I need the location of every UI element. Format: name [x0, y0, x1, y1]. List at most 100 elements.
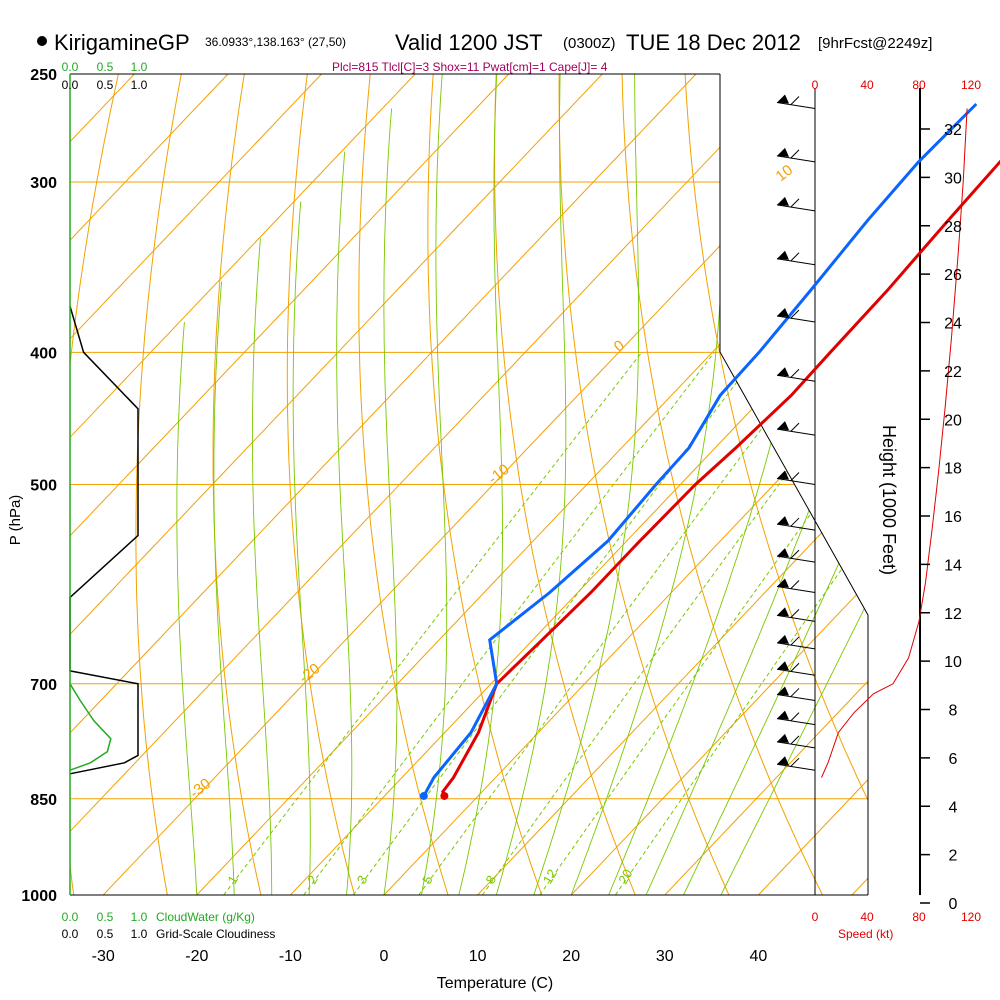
temperature-surface-point	[440, 791, 449, 800]
wind-barb-flag	[777, 196, 789, 206]
moist-adiabat-line	[720, 74, 868, 895]
wind-barb-flag	[777, 94, 789, 104]
cloudiness-tick-label: 0.0	[62, 78, 79, 92]
dewpoint-surface-point	[419, 791, 428, 800]
isotherm-line	[70, 74, 229, 895]
mixing-ratio-label: 20	[615, 867, 635, 887]
dry-adiabat-line	[212, 74, 262, 895]
wind-barb-flag	[777, 548, 789, 558]
wind-barb-icon	[776, 733, 816, 749]
wind-barb-flag	[777, 710, 789, 720]
height-tick-label: 0	[949, 896, 958, 913]
wind-barb-feather	[790, 636, 800, 646]
moist-adiabat-line	[570, 74, 724, 895]
cloudwater-tick-label: 0.5	[97, 60, 114, 74]
height-tick-label: 26	[944, 267, 962, 284]
wind-barb-shaft	[776, 585, 816, 593]
x-tick-label: -20	[185, 948, 208, 965]
wind-barb-icon	[776, 94, 816, 110]
pressure-tick-label: 300	[30, 175, 57, 192]
wind-barb-feather	[790, 662, 800, 672]
wind-barb-shaft	[776, 668, 816, 676]
wind-speed-tick-label: 120	[961, 78, 981, 92]
wind-barb-icon	[776, 367, 816, 382]
height-tick-label: 28	[944, 219, 962, 236]
wind-barb-icon	[776, 250, 816, 266]
dry-adiabat-line	[358, 74, 449, 895]
wind-barb-feather	[790, 517, 800, 527]
wind-barb-icon	[776, 147, 816, 163]
isotherm-label: 10	[773, 161, 797, 185]
mixing-ratio-line	[539, 352, 868, 895]
wind-barb-feather	[790, 252, 800, 262]
cloudiness-tick-label: 0.5	[97, 927, 114, 941]
cloud-profiles	[69, 74, 139, 895]
mixing-ratio-line	[303, 351, 715, 895]
pressure-tick-label: 250	[30, 67, 57, 84]
wind-barb-shaft	[776, 555, 816, 563]
wind-barb-flag	[777, 367, 789, 377]
pressure-tick-label: 400	[30, 345, 57, 362]
height-tick-label: 12	[944, 606, 962, 623]
wind-barb-icon	[776, 686, 816, 701]
wind-speed-line	[821, 108, 968, 778]
wind-barb-shaft	[776, 718, 816, 726]
wind-barb-icon	[776, 710, 816, 726]
wind-barb-feather	[790, 96, 800, 105]
pressure-tick-label: 850	[30, 792, 57, 809]
wind-speed-tick-label: 80	[912, 910, 926, 924]
wind-barb-flag	[777, 634, 789, 644]
height-tick-label: 18	[944, 461, 962, 478]
y-axis-title: P (hPa)	[7, 495, 24, 546]
wind-barb-shaft	[776, 642, 816, 650]
pressure-tick-label: 1000	[21, 888, 57, 905]
moist-adiabat-line	[251, 238, 273, 895]
height-tick-label: 6	[949, 751, 958, 768]
isotherm-label: -20	[296, 660, 324, 687]
valid-time: Valid 1200 JST	[395, 30, 543, 55]
moist-adiabat-line	[420, 74, 448, 895]
wind-barb-icon	[776, 196, 816, 212]
dry-adiabat-line	[135, 74, 182, 895]
wind-barb-flag	[777, 147, 789, 157]
cloudwater-line	[69, 683, 112, 771]
dewpoint-line	[422, 102, 978, 797]
moist-adiabat-line	[176, 321, 198, 895]
x-tick-label: 0	[380, 948, 389, 965]
wind-barb-shaft	[776, 315, 816, 323]
isotherm-label: -10	[485, 461, 513, 488]
moist-adiabat-line	[495, 74, 567, 895]
wind-barb-shaft	[776, 428, 816, 436]
wind-barb-shaft	[776, 763, 816, 771]
skewt-grid	[70, 74, 868, 895]
wind-barb-icon	[776, 634, 816, 650]
height-tick-label: 16	[944, 509, 962, 526]
moist-adiabat-line	[645, 74, 868, 895]
sounding-indices: Plcl=815 Tlcl[C]=3 Shox=11 Pwat[cm]=1 Ca…	[332, 60, 608, 74]
moist-adiabat-line	[383, 108, 398, 895]
wind-barb-icon	[776, 578, 816, 593]
wind-barb-feather	[790, 422, 800, 432]
x-tick-label: -10	[279, 948, 302, 965]
isotherm-line	[383, 74, 868, 895]
cloudwater-tick-label: 1.0	[131, 910, 148, 924]
x-tick-label: 40	[750, 948, 768, 965]
height-tick-label: 20	[944, 412, 962, 429]
axes: -30 -20 -10 0 10 20 30 402503004005007008501000…	[21, 60, 981, 965]
wind-barb-flag	[777, 516, 789, 526]
height-tick-label: 30	[944, 170, 962, 187]
wind-barb-feather	[790, 472, 800, 481]
x-tick-label: 10	[469, 948, 487, 965]
wind-barb-shaft	[776, 693, 816, 701]
wind-barb-icon	[776, 661, 816, 676]
height-tick-label: 24	[944, 316, 962, 333]
height-tick-label: 4	[949, 799, 958, 816]
wind-barb-shaft	[776, 741, 816, 749]
wind-barb-flag	[777, 250, 789, 260]
x-tick-label: 30	[656, 948, 674, 965]
station-name: KirigamineGP	[54, 30, 190, 55]
wind-barb-flag	[777, 733, 789, 743]
mixing-ratio-line	[223, 351, 643, 895]
dry-adiabat-line	[494, 74, 636, 895]
